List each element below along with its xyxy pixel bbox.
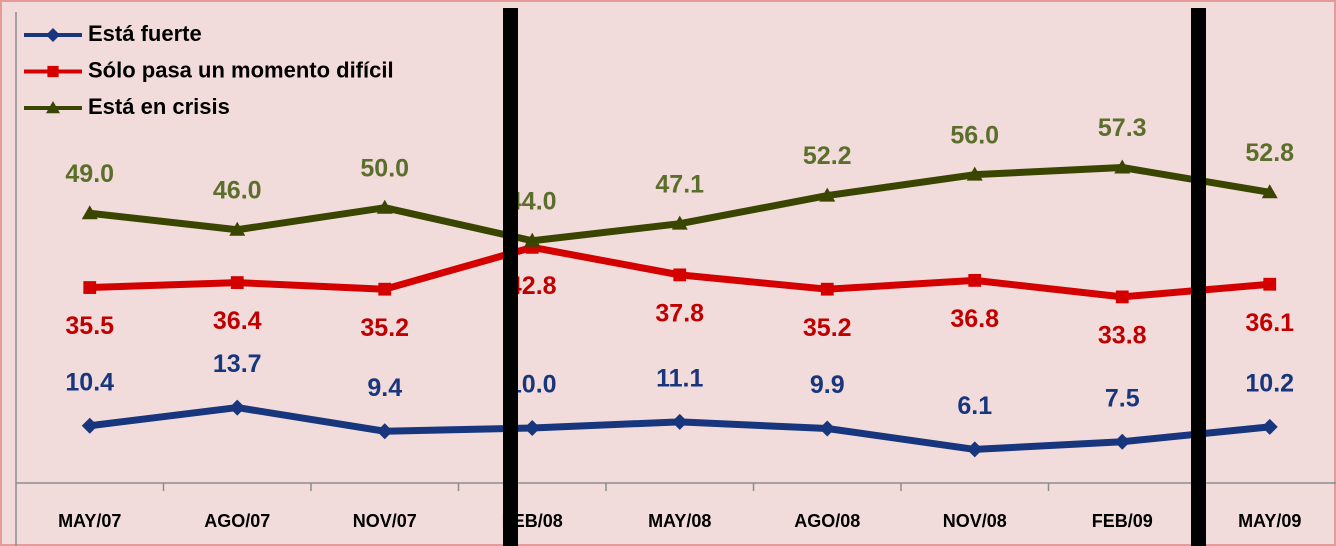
- square-marker: [1263, 277, 1277, 291]
- data-label: 10.4: [65, 368, 114, 396]
- data-label: 50.0: [360, 154, 409, 182]
- legend: Está fuerte Sólo pasa un momento difícil E…: [24, 21, 394, 119]
- diamond-marker: [1114, 433, 1131, 450]
- diamond-marker: [376, 423, 393, 440]
- data-label: 46.0: [213, 176, 262, 204]
- data-label: 11.1: [656, 364, 703, 392]
- diamond-marker: [229, 399, 246, 416]
- x-tick-label: AGO/07: [204, 511, 270, 531]
- data-label: 36.1: [1245, 309, 1294, 337]
- divider-bar: [1191, 8, 1206, 546]
- x-tick-label: AGO/08: [794, 511, 860, 531]
- square-marker: [820, 282, 834, 296]
- data-label: 35.2: [360, 314, 409, 342]
- diamond-marker: [81, 417, 98, 434]
- triangle-marker: [819, 187, 836, 202]
- divider-bar: [503, 8, 518, 546]
- triangle-marker: [1261, 184, 1278, 199]
- data-label: 47.1: [655, 170, 704, 198]
- diamond-marker: [46, 28, 60, 42]
- triangle-marker: [46, 101, 60, 114]
- data-label: 7.5: [1105, 384, 1140, 412]
- diamond-marker: [966, 441, 983, 458]
- data-label: 35.5: [65, 312, 114, 340]
- square-marker: [378, 282, 392, 296]
- diamond-marker: [671, 413, 688, 430]
- triangle-marker: [81, 205, 98, 220]
- x-tick-label: NOV/08: [943, 511, 1007, 531]
- square-marker: [673, 268, 687, 282]
- diamond-marker: [1261, 418, 1278, 435]
- triangle-marker: [966, 166, 983, 181]
- triangle-marker: [671, 215, 688, 230]
- data-label: 10.2: [1245, 369, 1294, 397]
- diamond-marker: [819, 420, 836, 437]
- x-tick-label: MAY/08: [648, 511, 711, 531]
- x-tick-label: NOV/07: [353, 511, 417, 531]
- data-label: 36.4: [213, 307, 262, 335]
- x-tick-label: MAY/07: [58, 511, 121, 531]
- legend-label: Sólo pasa un momento difícil: [88, 57, 394, 82]
- data-label: 35.2: [803, 314, 852, 342]
- data-label: 9.4: [367, 374, 402, 402]
- data-label: 6.1: [957, 392, 992, 420]
- data-label: 52.8: [1245, 139, 1294, 167]
- square-marker: [83, 281, 97, 294]
- triangle-marker: [524, 232, 541, 247]
- data-label: 37.8: [655, 299, 704, 327]
- triangle-marker: [229, 221, 246, 236]
- data-label: 57.3: [1098, 114, 1147, 142]
- legend-label: Está fuerte: [88, 21, 202, 46]
- triangle-marker: [376, 199, 393, 214]
- triangle-marker: [1114, 159, 1131, 174]
- legend-label: Está en crisis: [88, 94, 230, 119]
- data-label: 13.7: [213, 350, 262, 378]
- data-label: 56.0: [950, 121, 999, 149]
- plot-area: MAY/07 AGO/07 NOV/07 FEB/08 MAY/08 AGO/08 NOV/…: [58, 114, 1301, 531]
- data-label: 33.8: [1098, 322, 1147, 350]
- x-tick-label: FEB/09: [1092, 511, 1153, 531]
- data-label: 9.9: [810, 371, 845, 399]
- data-label: 52.2: [803, 142, 852, 170]
- x-tick-label: MAY/09: [1238, 511, 1301, 531]
- square-marker: [230, 276, 244, 289]
- data-label: 36.8: [950, 305, 999, 333]
- diamond-marker: [524, 419, 541, 436]
- square-marker: [1115, 290, 1129, 304]
- square-marker: [968, 273, 982, 287]
- square-marker: [47, 65, 59, 78]
- data-label: 49.0: [65, 160, 114, 188]
